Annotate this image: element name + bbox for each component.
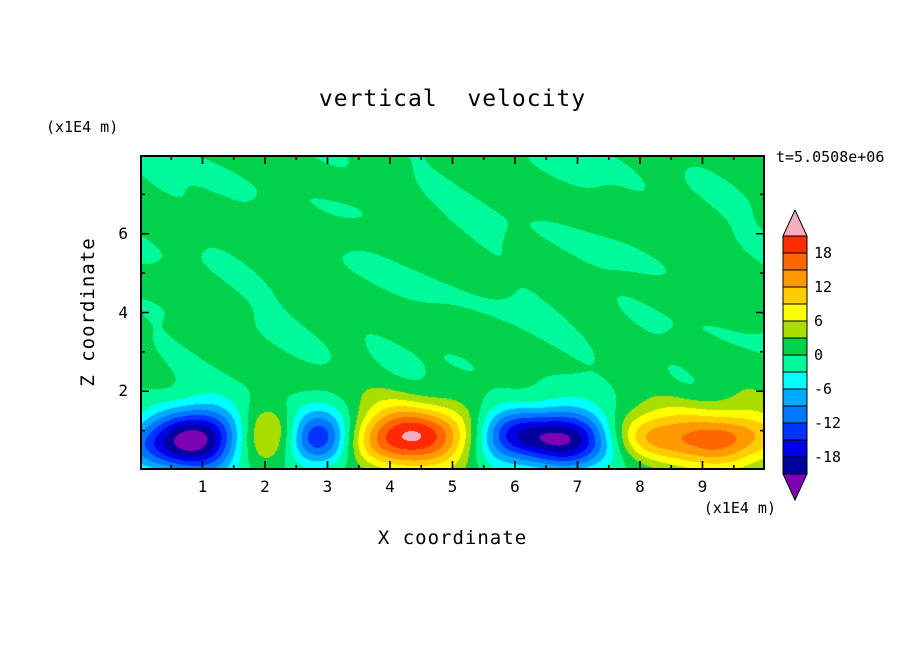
colorbar-over-arrow	[782, 208, 808, 237]
x-tick-label: 1	[197, 477, 208, 496]
contour-canvas	[140, 155, 765, 470]
x-tick-label: 2	[260, 477, 270, 496]
colorbar-segment	[782, 405, 808, 424]
colorbar-label: 0	[814, 346, 824, 364]
y-tick-label: 2	[118, 381, 128, 401]
y-axis-unit-label: (x1E4 m)	[46, 118, 119, 136]
colorbar-label: -6	[814, 380, 833, 398]
colorbar-segment	[782, 388, 808, 407]
plot-frame	[140, 155, 765, 470]
colorbar-segment	[782, 354, 808, 373]
colorbar-segment	[782, 252, 808, 271]
colorbar-segment	[782, 337, 808, 356]
plot-area	[140, 155, 765, 470]
colorbar-segment	[782, 422, 808, 441]
colorbar-label: 12	[814, 278, 833, 296]
time-stamp-label: t=5.0508e+06	[776, 148, 885, 166]
colorbar-segment	[782, 456, 808, 475]
x-axis-unit-label: (x1E4 m)	[703, 499, 776, 517]
x-tick-label: 6	[510, 477, 520, 496]
colorbar-segment	[782, 320, 808, 339]
x-axis-label: X coordinate	[377, 527, 528, 549]
y-tick-label: 4	[118, 302, 128, 322]
y-tick-label: 6	[118, 223, 128, 243]
colorbar-segment	[782, 286, 808, 305]
colorbar-label: 6	[814, 312, 824, 330]
axis-ticks	[140, 155, 765, 470]
colorbar-under-arrow	[782, 473, 808, 502]
colorbar-segment	[782, 235, 808, 254]
colorbar-label: -12	[814, 414, 842, 432]
x-tick-label: 5	[447, 477, 458, 496]
plot-border	[140, 155, 765, 470]
x-tick-label: 3	[322, 477, 333, 496]
colorbar-segment	[782, 269, 808, 288]
colorbar	[782, 208, 808, 506]
colorbar-segment	[782, 303, 808, 322]
y-axis-label: Z coordinate	[77, 237, 99, 387]
colorbar-label: -18	[814, 448, 842, 466]
colorbar-scale	[782, 208, 808, 502]
colorbar-segment	[782, 439, 808, 458]
x-tick-label: 7	[572, 477, 583, 496]
plot-title: vertical velocity	[318, 86, 587, 112]
x-tick-label: 4	[385, 477, 395, 496]
x-tick-label: 8	[635, 477, 645, 496]
colorbar-segment	[782, 371, 808, 390]
x-tick-label: 9	[697, 477, 708, 496]
colorbar-label: 18	[814, 244, 833, 262]
